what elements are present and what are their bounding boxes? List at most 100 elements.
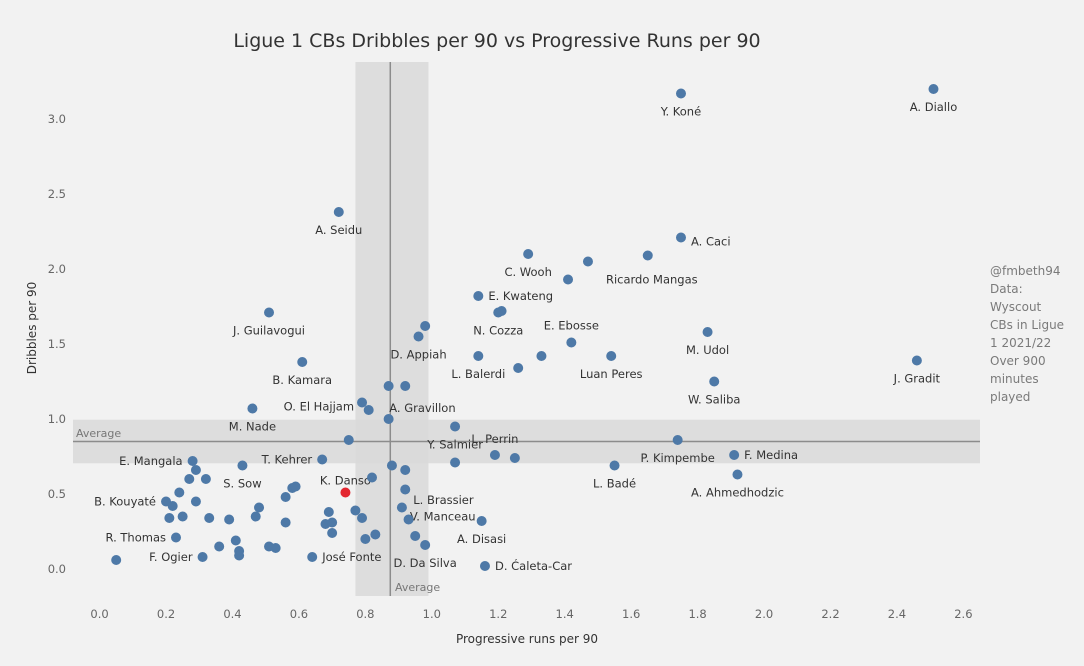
data-point	[204, 513, 215, 523]
data-point	[234, 550, 245, 561]
x-axis-label: Progressive runs per 90	[456, 632, 598, 646]
x-tick-label: 0.2	[157, 607, 175, 621]
data-point	[264, 307, 275, 318]
data-point	[732, 469, 743, 480]
data-point	[672, 435, 683, 445]
data-point	[489, 450, 500, 460]
data-point	[307, 552, 318, 562]
y-tick-label: 0.0	[48, 562, 66, 576]
data-point	[317, 454, 328, 465]
data-point	[479, 561, 490, 571]
point-label: T. Kehrer	[261, 453, 313, 467]
y-tick-label: 2.0	[48, 262, 66, 276]
data-point	[729, 450, 740, 460]
x-tick-label: 2.4	[888, 607, 906, 621]
x-tick-label: 0.0	[90, 607, 108, 621]
data-point	[563, 274, 574, 285]
data-point	[396, 502, 407, 513]
data-point	[357, 397, 368, 408]
point-label: A. Caci	[691, 235, 731, 249]
point-label: F. Ogier	[149, 550, 193, 564]
data-point	[177, 511, 188, 522]
data-point	[403, 514, 414, 525]
data-point	[473, 291, 484, 301]
x-tick-label: 2.0	[755, 607, 773, 621]
y-tick-label: 2.5	[48, 187, 66, 201]
data-point	[702, 327, 713, 337]
data-point	[343, 435, 354, 445]
data-point	[675, 232, 686, 243]
data-point	[400, 381, 411, 391]
point-label: A. Diallo	[910, 100, 958, 114]
y-axis-label: Dribbles per 90	[25, 282, 39, 375]
data-point	[164, 513, 175, 523]
data-point	[327, 517, 338, 528]
data-point	[333, 207, 344, 217]
data-point	[174, 487, 185, 498]
data-point	[383, 381, 394, 391]
data-point	[911, 355, 922, 366]
data-point	[357, 513, 368, 523]
data-point	[111, 555, 122, 565]
data-point	[190, 465, 201, 475]
data-point	[928, 84, 939, 94]
data-point	[450, 457, 461, 468]
point-label: R. Thomas	[106, 531, 166, 545]
point-label: N. Cozza	[473, 324, 523, 338]
data-point	[323, 507, 334, 517]
point-label: D. Appiah	[390, 348, 446, 362]
x-tick-label: 1.8	[688, 607, 706, 621]
data-point	[270, 543, 281, 553]
point-label: V. Manceau	[410, 510, 476, 524]
point-label: O. El Hajjam	[284, 400, 354, 414]
x-tick-label: 1.6	[622, 607, 640, 621]
point-label: Y. Koné	[660, 105, 701, 119]
point-label: M. Nade	[229, 420, 276, 434]
data-point	[566, 337, 577, 348]
data-point	[386, 460, 397, 471]
point-label: Luan Peres	[580, 367, 643, 381]
data-point	[709, 376, 720, 387]
source-note: @fmbeth94 Data: Wyscout CBs in Ligue 1 2…	[990, 262, 1070, 406]
data-point	[400, 465, 411, 475]
data-point	[400, 484, 411, 495]
y-tick-label: 3.0	[48, 112, 66, 126]
data-point	[200, 474, 211, 484]
point-label: Ricardo Mangas	[606, 273, 698, 287]
data-point	[363, 405, 374, 415]
data-point	[197, 552, 208, 562]
data-point	[420, 540, 431, 550]
point-label: P. Kimpembe	[640, 451, 714, 465]
data-point	[609, 460, 620, 471]
data-point	[214, 541, 225, 552]
data-point	[496, 306, 507, 316]
data-point	[187, 456, 198, 466]
point-label: A. Seidu	[315, 223, 362, 237]
data-point	[536, 351, 547, 361]
note-line: @fmbeth94	[990, 264, 1061, 278]
data-point	[413, 331, 424, 342]
data-point	[237, 460, 248, 471]
data-point	[184, 474, 195, 484]
data-point	[367, 472, 378, 483]
data-point	[190, 496, 201, 507]
point-label: José Fonte	[321, 550, 381, 564]
data-point	[167, 501, 178, 511]
y-tick-label: 0.5	[48, 487, 66, 501]
note-line: CBs in Ligue	[990, 318, 1065, 332]
point-label: J. Guilavogui	[232, 324, 305, 338]
data-point	[476, 516, 487, 526]
x-tick-label: 2.2	[821, 607, 839, 621]
point-label: A. Gravillon	[389, 401, 455, 415]
data-point	[420, 321, 431, 331]
chart-title: Ligue 1 CBs Dribbles per 90 vs Progressi…	[233, 30, 760, 52]
data-point	[360, 534, 371, 544]
data-point	[450, 421, 461, 432]
data-point	[280, 492, 291, 502]
point-labels: A. Diallo Y. Koné A. Seidu A. Caci C. Wooh Ri…	[94, 100, 957, 573]
y-tick-label: 1.5	[48, 337, 66, 351]
x-tick-label: 1.0	[423, 607, 441, 621]
y-average-label: Average	[76, 427, 121, 440]
